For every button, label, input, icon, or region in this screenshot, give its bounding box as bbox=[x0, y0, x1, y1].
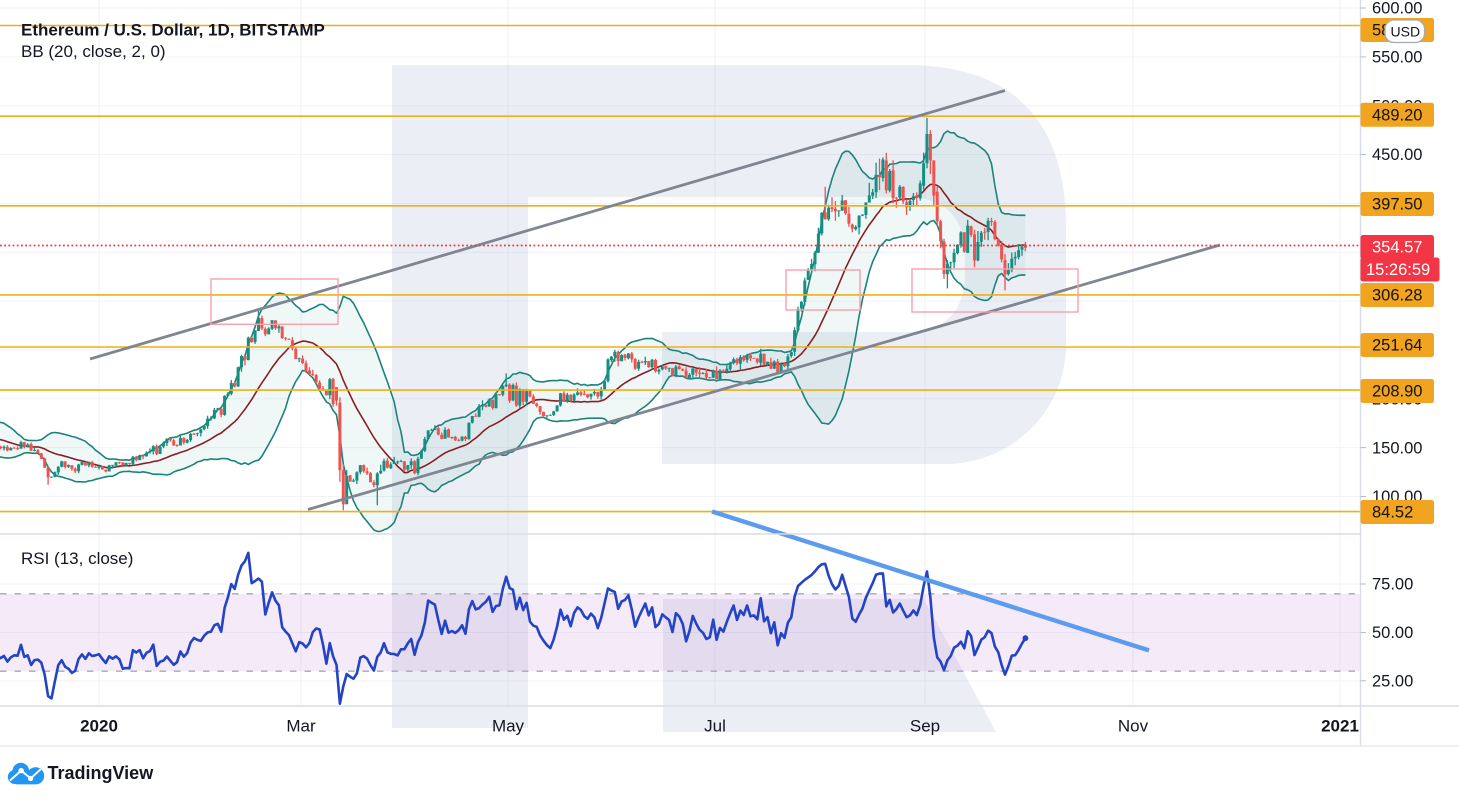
svg-text:25.00: 25.00 bbox=[1372, 673, 1413, 691]
svg-text:397.50: 397.50 bbox=[1372, 196, 1422, 214]
svg-text:75.00: 75.00 bbox=[1372, 576, 1413, 594]
svg-text:Sep: Sep bbox=[910, 717, 940, 736]
svg-text:150.00: 150.00 bbox=[1372, 439, 1422, 457]
svg-text:15:26:59: 15:26:59 bbox=[1366, 261, 1430, 279]
svg-text:306.28: 306.28 bbox=[1372, 287, 1422, 305]
svg-text:Nov: Nov bbox=[1118, 717, 1149, 736]
svg-text:251.64: 251.64 bbox=[1372, 337, 1422, 355]
svg-text:BB (20, close, 2, 0): BB (20, close, 2, 0) bbox=[21, 42, 166, 61]
svg-text:2021: 2021 bbox=[1321, 717, 1359, 736]
svg-text:84.52: 84.52 bbox=[1372, 504, 1413, 522]
svg-text:550.00: 550.00 bbox=[1372, 49, 1422, 67]
svg-text:354.57: 354.57 bbox=[1372, 239, 1422, 257]
svg-text:208.90: 208.90 bbox=[1372, 383, 1422, 401]
svg-text:RSI (13, close): RSI (13, close) bbox=[21, 549, 133, 568]
svg-text:450.00: 450.00 bbox=[1372, 146, 1422, 164]
svg-text:Mar: Mar bbox=[286, 717, 316, 736]
svg-text:600.00: 600.00 bbox=[1372, 0, 1422, 18]
svg-text:2020: 2020 bbox=[80, 717, 118, 736]
svg-text:50.00: 50.00 bbox=[1372, 624, 1413, 642]
svg-text:Ethereum / U.S. Dollar, 1D, BI: Ethereum / U.S. Dollar, 1D, BITSTAMP bbox=[21, 21, 325, 40]
svg-text:TradingView: TradingView bbox=[48, 763, 155, 783]
svg-text:489.20: 489.20 bbox=[1372, 107, 1422, 125]
svg-text:USD: USD bbox=[1391, 24, 1421, 40]
svg-text:Jul: Jul bbox=[704, 717, 726, 736]
svg-text:May: May bbox=[492, 717, 525, 736]
